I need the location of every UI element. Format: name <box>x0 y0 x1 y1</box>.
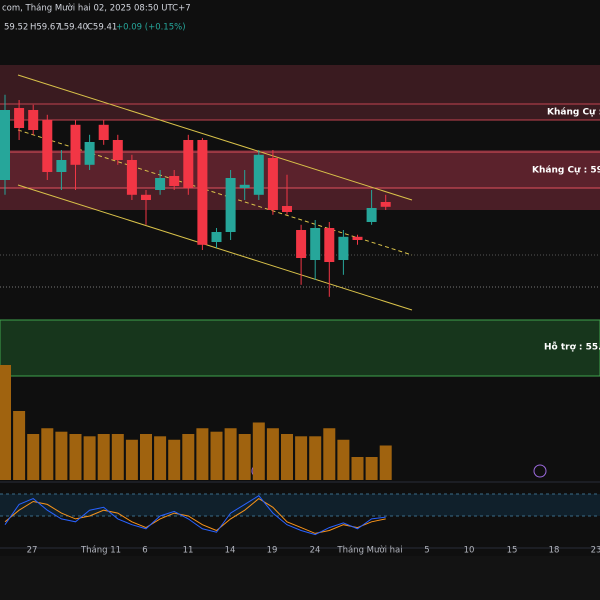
x-tick-label: 18 <box>549 546 560 556</box>
volume-bar <box>168 439 181 480</box>
candle-body <box>141 194 151 200</box>
volume-bar <box>238 434 251 480</box>
volume-bar <box>224 428 237 480</box>
candle-body <box>126 160 137 195</box>
candle-body <box>155 178 166 190</box>
volume-bar <box>351 457 364 480</box>
candle-body <box>324 228 335 262</box>
volume-bar <box>13 411 26 480</box>
volume-bar <box>55 431 68 480</box>
candle-body <box>366 208 377 222</box>
x-tick-label: 15 <box>507 546 518 556</box>
volume-bar <box>97 434 110 480</box>
x-tick-label: 23 <box>591 546 600 556</box>
x-tick-label: Tháng 11 <box>80 546 121 556</box>
volume-bar <box>281 434 293 480</box>
volume-bar <box>0 365 11 480</box>
oscillator-line <box>4 495 386 536</box>
candle-body <box>225 178 236 232</box>
volume-bar <box>125 439 138 480</box>
candle-body <box>282 206 292 212</box>
oscillator-line <box>4 497 386 534</box>
support-zone <box>0 319 600 377</box>
ohlc-low: L59.40 <box>59 23 88 33</box>
resistance-zone <box>0 65 600 120</box>
x-tick-label: 14 <box>225 546 236 556</box>
candle-body <box>28 110 39 130</box>
candle-body <box>56 160 67 172</box>
x-tick-label: 11 <box>183 546 194 556</box>
volume-bar <box>182 434 195 480</box>
zone-label: Hỗ trợ : 55.1 <box>544 342 600 353</box>
candle-body <box>211 232 222 242</box>
candle-body <box>310 228 321 260</box>
event-icon[interactable] <box>533 464 547 478</box>
volume-bar <box>27 434 40 480</box>
volume-bar <box>295 436 308 480</box>
ohlc-change: +0.09 (+0.15%) <box>116 23 186 33</box>
osc-band <box>0 494 600 516</box>
volume-bar <box>379 445 392 480</box>
candle-body <box>183 140 194 188</box>
x-tick-label: 10 <box>464 546 475 556</box>
candle-body <box>352 236 363 240</box>
candle-body <box>296 230 307 258</box>
volume-bar <box>69 434 82 480</box>
x-tick-label: 27 <box>27 546 38 556</box>
volume-bar <box>252 422 265 480</box>
candle-body <box>267 158 278 210</box>
x-tick-label: 24 <box>310 546 321 556</box>
header-title: com, Tháng Mười hai 02, 2025 08:50 UTC+7 <box>2 3 191 14</box>
candle-body <box>197 140 208 245</box>
x-tick-label: 19 <box>267 546 278 556</box>
x-tick-label: Tháng Mười hai <box>336 545 402 556</box>
candle-body <box>169 176 180 186</box>
candle-body <box>42 120 53 172</box>
ohlc: 59.52 H59.67 L59.40 C59.41 +0.09 (+0.15%… <box>4 23 186 33</box>
volume-bar <box>83 436 96 480</box>
volume-bar <box>365 457 378 480</box>
candle-body <box>14 108 25 128</box>
candle-body <box>380 202 391 207</box>
candle-body <box>84 142 95 165</box>
zone-label: Kháng Cự : 59.8 <box>532 166 600 176</box>
candle-body <box>253 154 264 195</box>
zone-label: Kháng Cự : 61. <box>547 108 600 118</box>
x-tick-label: 6 <box>142 546 147 556</box>
ohlc-high: H59.67 <box>30 23 61 33</box>
volume-bar <box>111 434 124 480</box>
channel-line <box>17 74 413 201</box>
resistance-band <box>0 152 600 188</box>
volume-bar <box>41 428 54 480</box>
candle-body <box>239 184 250 188</box>
channel-line <box>17 184 413 311</box>
ohlc-open: 59.52 <box>4 23 28 33</box>
candle-body <box>112 140 123 160</box>
channel-mid <box>17 129 413 256</box>
volume-bar <box>337 439 350 480</box>
candle-body <box>70 124 81 165</box>
candle-body <box>338 236 349 260</box>
bottom-bar <box>0 556 600 600</box>
volume-bar <box>210 431 223 480</box>
volume-bar <box>266 428 279 480</box>
volume-bar <box>309 436 322 480</box>
candle-body <box>0 110 10 180</box>
volume-bar <box>140 434 152 480</box>
volume-bar <box>154 436 167 480</box>
volume-bar <box>323 428 336 480</box>
ohlc-close: C59.41 <box>87 23 117 33</box>
candle-body <box>98 124 109 140</box>
volume-bar <box>196 428 209 480</box>
x-tick-label: 5 <box>424 546 429 556</box>
